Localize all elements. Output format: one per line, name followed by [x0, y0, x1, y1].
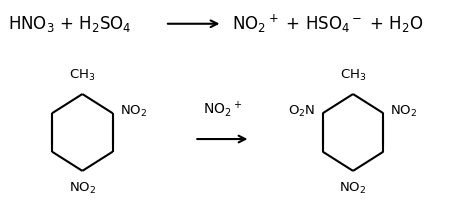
Text: CH$_3$: CH$_3$ — [69, 68, 96, 83]
Text: O$_2$N: O$_2$N — [288, 103, 316, 119]
Text: NO$_2$: NO$_2$ — [119, 103, 147, 119]
Text: NO$_2$: NO$_2$ — [69, 181, 96, 196]
Text: NO$_2$: NO$_2$ — [391, 103, 418, 119]
Text: CH$_3$: CH$_3$ — [340, 68, 366, 83]
Text: NO$_2$$^+$ + HSO$_4$$^-$ + H$_2$O: NO$_2$$^+$ + HSO$_4$$^-$ + H$_2$O — [232, 13, 423, 35]
Text: NO$_2$$^+$: NO$_2$$^+$ — [203, 100, 242, 119]
Text: NO$_2$: NO$_2$ — [339, 181, 367, 196]
Text: HNO$_3$ + H$_2$SO$_4$: HNO$_3$ + H$_2$SO$_4$ — [8, 14, 131, 34]
